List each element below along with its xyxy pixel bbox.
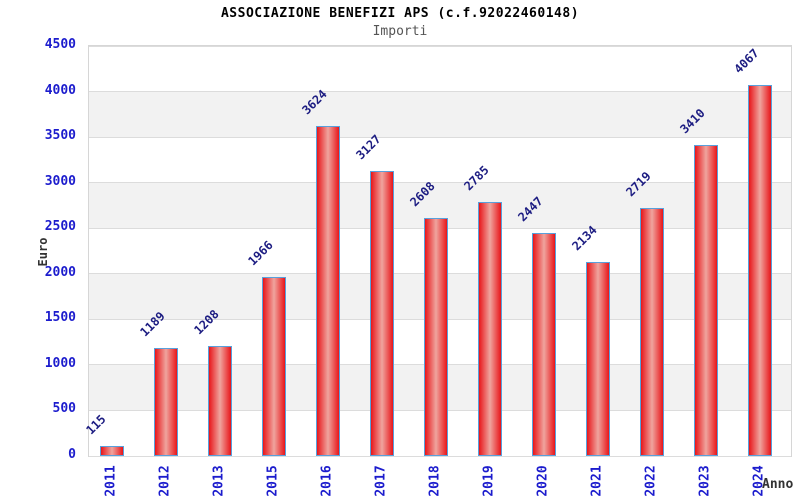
y-tick-label: 2500 (44, 219, 76, 235)
bar (639, 208, 664, 456)
x-tick-label-text: 2018 (427, 465, 443, 497)
bar (99, 445, 124, 456)
x-tick-label: 2019 (479, 458, 499, 500)
x-tick-label-text: 2022 (643, 465, 659, 497)
x-tick-label: 2018 (425, 458, 445, 500)
bar (369, 171, 394, 456)
chart-subtitle: Importi (372, 24, 428, 39)
x-tick-label: 2023 (695, 458, 715, 500)
bar (747, 85, 772, 456)
y-tick-label: 0 (68, 447, 76, 462)
bar (531, 233, 556, 456)
gridline (89, 182, 791, 184)
x-tick-label: 2011 (101, 458, 121, 500)
bar (153, 347, 178, 456)
gridline (89, 45, 791, 47)
y-tick-label: 2000 (44, 264, 76, 280)
x-tick-label-text: 2012 (157, 465, 173, 497)
bar (693, 145, 718, 456)
x-tick-label: 2013 (209, 458, 229, 500)
x-tick-label-text: 2019 (481, 465, 497, 497)
y-tick-label: 1500 (44, 310, 76, 326)
x-tick-label-text: 2016 (319, 465, 335, 497)
y-tick-label: 1000 (44, 355, 76, 371)
x-tick-label: 2012 (155, 458, 175, 500)
x-tick-label-text: 2024 (751, 465, 767, 497)
y-tick-label: 4500 (44, 37, 76, 52)
x-axis-title: Anno (762, 477, 794, 492)
x-tick-label: 2020 (533, 458, 553, 500)
x-tick-label: 2015 (263, 458, 283, 500)
chart-title: ASSOCIAZIONE BENEFIZI APS (c.f.920224601… (220, 6, 580, 21)
x-tick-label-text: 2020 (535, 465, 551, 497)
bar (315, 125, 340, 456)
y-tick-label: 4000 (44, 82, 76, 98)
y-tick-label: 3000 (44, 173, 76, 189)
bar (423, 218, 448, 456)
x-tick-label: 2016 (317, 458, 337, 500)
x-tick-label-text: 2013 (211, 465, 227, 497)
x-tick-label: 2022 (641, 458, 661, 500)
bar (261, 276, 286, 456)
x-tick-label: 2017 (371, 458, 391, 500)
bar (207, 345, 232, 456)
x-tick-label-text: 2015 (265, 465, 281, 497)
gridline (89, 455, 791, 457)
x-tick-label: 2021 (587, 458, 607, 500)
gridline (89, 91, 791, 93)
y-axis-title-label: Euro (36, 237, 50, 267)
x-tick-label-text: 2021 (589, 465, 605, 497)
plot-band (89, 91, 791, 138)
bar (585, 261, 610, 456)
bar (477, 202, 502, 456)
x-tick-label: 2024 (749, 458, 769, 500)
x-tick-label-text: 2011 (103, 465, 119, 497)
gridline (89, 136, 791, 138)
y-tick-label: 500 (52, 401, 76, 417)
x-tick-label-text: 2023 (697, 465, 713, 497)
plot-area (88, 45, 792, 457)
x-tick-label-text: 2017 (373, 465, 389, 497)
y-tick-label: 3500 (44, 128, 76, 144)
